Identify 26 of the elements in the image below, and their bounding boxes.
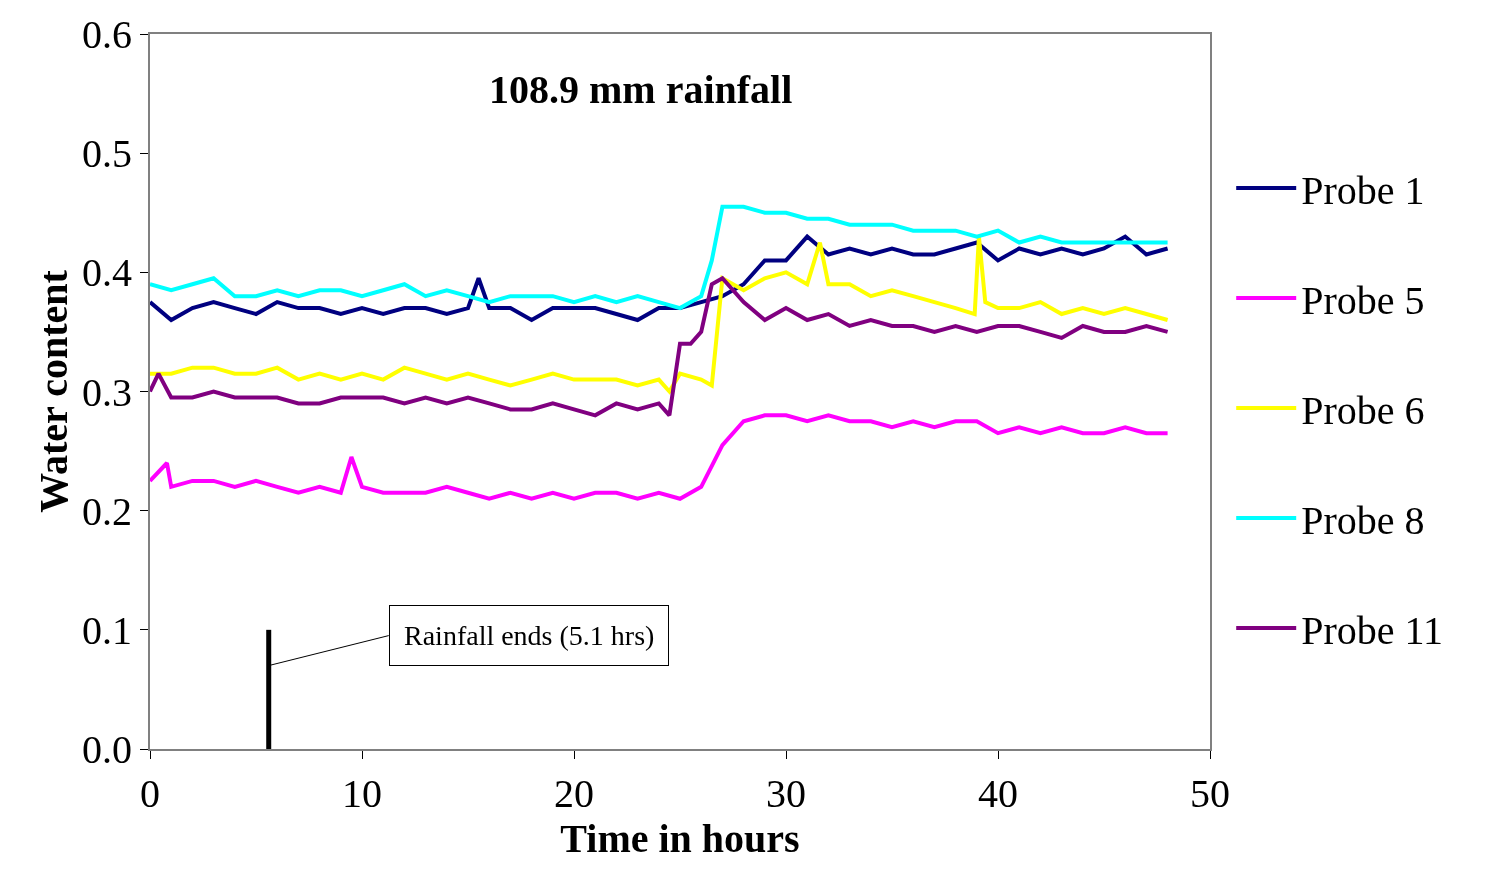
line-series — [150, 413, 1170, 501]
line-series — [150, 204, 1170, 311]
y-tick-label: 0.4 — [82, 250, 132, 296]
legend-label: Probe 1 — [1301, 167, 1425, 213]
line-series — [150, 234, 1170, 322]
legend-label: Probe 6 — [1301, 387, 1425, 433]
x-tick-label: 40 — [978, 771, 1018, 816]
legend-label: Probe 11 — [1301, 607, 1444, 653]
y-tick-label: 0.3 — [82, 369, 132, 415]
y-axis-title: Water content — [31, 269, 76, 513]
legend-label: Probe 8 — [1301, 497, 1425, 543]
x-axis-title: Time in hours — [560, 816, 800, 861]
y-tick-label: 0.1 — [82, 607, 132, 653]
x-tick-label: 20 — [554, 771, 594, 816]
y-tick-label: 0.5 — [82, 131, 132, 177]
y-tick-label: 0.2 — [82, 488, 132, 534]
x-tick-label: 10 — [342, 771, 382, 816]
legend-label: Probe 5 — [1301, 277, 1425, 323]
x-tick-label: 30 — [766, 771, 806, 816]
annotation: Rainfall ends (5.1 hrs) — [404, 620, 655, 651]
x-tick-label: 0 — [140, 771, 160, 816]
y-tick-label: 0.6 — [82, 12, 132, 57]
line-series — [150, 276, 1170, 418]
y-tick-label: 0.0 — [82, 727, 132, 772]
x-tick-label: 50 — [1190, 771, 1230, 816]
text: 108.9 mm rainfall — [489, 66, 793, 112]
